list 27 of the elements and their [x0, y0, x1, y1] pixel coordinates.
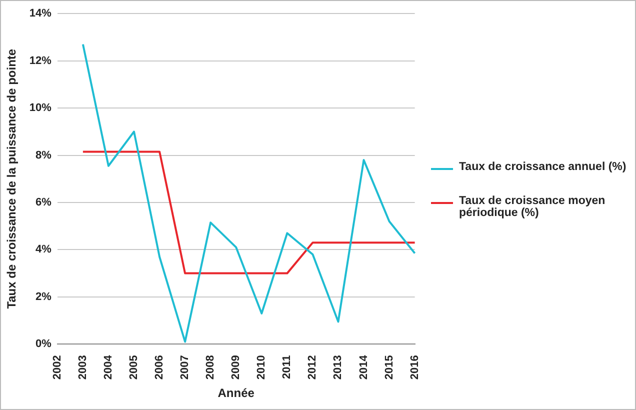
legend-label: Taux de croissance moyen périodique (%): [459, 195, 606, 219]
x-tick-label: 2003: [76, 355, 89, 380]
legend-label: Taux de croissance annuel (%): [459, 161, 626, 173]
x-tick-label: 2014: [358, 354, 370, 380]
x-axis-title: Année: [218, 386, 255, 400]
x-tick-label: 2009: [230, 355, 242, 380]
x-tick-label: 2007: [179, 355, 192, 380]
y-tick-label: 0%: [36, 338, 52, 350]
x-tick-label: 2015: [383, 355, 396, 380]
y-tick-label: 10%: [29, 102, 52, 114]
x-tick-label: 2012: [306, 355, 319, 380]
y-tick-label: 4%: [36, 244, 52, 256]
x-tick-label: 2008: [204, 355, 217, 380]
y-tick-label: 12%: [29, 54, 52, 67]
x-tick-label: 2004: [102, 354, 114, 380]
x-tick-label: 2006: [154, 355, 166, 380]
y-tick-label: 6%: [36, 196, 52, 209]
y-tick-label: 8%: [36, 149, 52, 162]
x-tick-label: 2005: [128, 355, 140, 380]
x-tick-label: 2016: [408, 355, 421, 380]
y-axis-title: Taux de croissance de la puissance de pointe: [4, 48, 19, 309]
x-tick-label: 2013: [332, 355, 344, 380]
x-tick-label: 2011: [281, 355, 294, 380]
y-tick-label: 14%: [29, 8, 52, 20]
x-tick-label: 2002: [51, 355, 64, 380]
y-tick-label: 2%: [36, 290, 52, 303]
x-tick-label: 2010: [256, 355, 268, 380]
